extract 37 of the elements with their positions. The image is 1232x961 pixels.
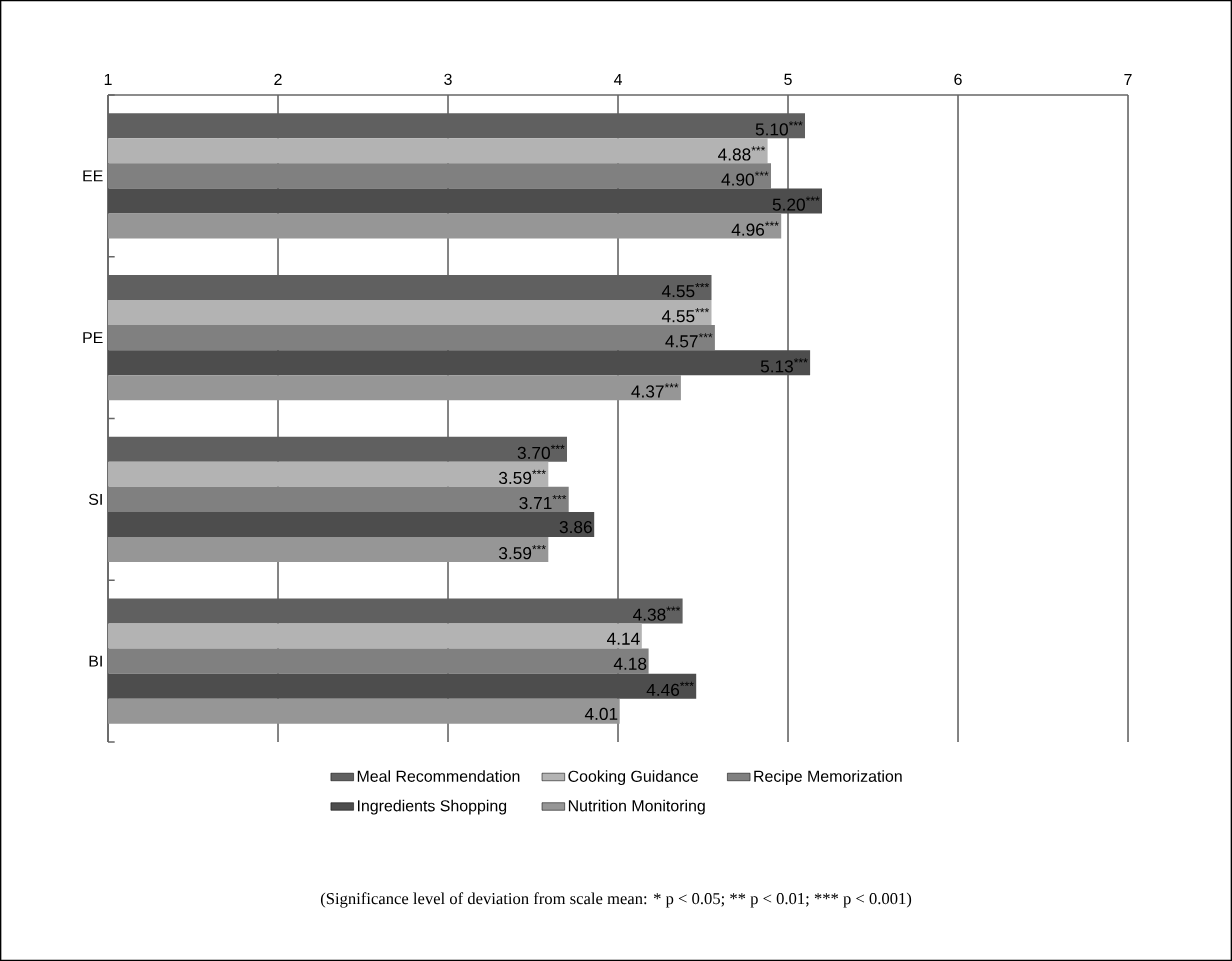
x-tick-label: 6 xyxy=(954,73,962,85)
data-label: 3.71$^{***}$ xyxy=(519,494,567,510)
y-tick-label: PE xyxy=(83,332,103,344)
legend-label: Recipe Memorization xyxy=(754,770,902,786)
data-label: 4.57$^{***}$ xyxy=(665,333,713,348)
legend-label: Ingredients Shopping xyxy=(357,799,507,815)
x-tick-label: 7 xyxy=(1124,73,1132,85)
legend-label: Nutrition Monitoring xyxy=(568,799,705,815)
x-tick-label: 5 xyxy=(784,73,792,85)
y-tick-label: BI xyxy=(89,655,102,667)
data-label: 5.20$^{***}$ xyxy=(772,196,820,211)
y-tick-label: EE xyxy=(83,170,103,182)
data-label: 4.90$^{***}$ xyxy=(721,171,769,186)
data-label: 4.01 xyxy=(584,707,618,721)
legend-label: Cooking Guidance xyxy=(568,770,698,786)
data-label: 3.59$^{***}$ xyxy=(498,469,546,485)
data-label: 4.55$^{***}$ xyxy=(661,282,710,298)
data-label: 4.96$^{***}$ xyxy=(731,221,779,236)
x-tick-label: 4 xyxy=(613,73,622,85)
y-tick-label: SI xyxy=(88,493,102,505)
data-label: 4.88$^{***}$ xyxy=(718,146,766,161)
x-tick-label: 1 xyxy=(104,73,112,85)
data-label: 3.59$^{***}$ xyxy=(498,545,546,560)
data-label: 5.13$^{***}$ xyxy=(760,358,808,373)
data-label: 4.46$^{***}$ xyxy=(646,681,694,696)
data-label: 4.55$^{***}$ xyxy=(661,308,710,323)
data-label: 3.86 xyxy=(559,520,592,534)
data-label: 3.70$^{***}$ xyxy=(517,444,565,460)
x-tick-label: 3 xyxy=(444,73,452,85)
x-tick-label: 2 xyxy=(274,73,282,85)
legend-label: Meal Recommendation xyxy=(357,770,520,782)
data-label: 4.18 xyxy=(613,657,647,670)
data-label: 4.14 xyxy=(607,632,640,645)
data-label: 4.37$^{***}$ xyxy=(631,383,679,398)
data-label: 4.38$^{***}$ xyxy=(633,606,681,621)
text: (Significance level of deviation from scale mean: * p < 0.05; ** p < 0.01; *** p < 0.001) xyxy=(320,892,912,908)
data-label: 5.10$^{***}$ xyxy=(755,121,803,136)
